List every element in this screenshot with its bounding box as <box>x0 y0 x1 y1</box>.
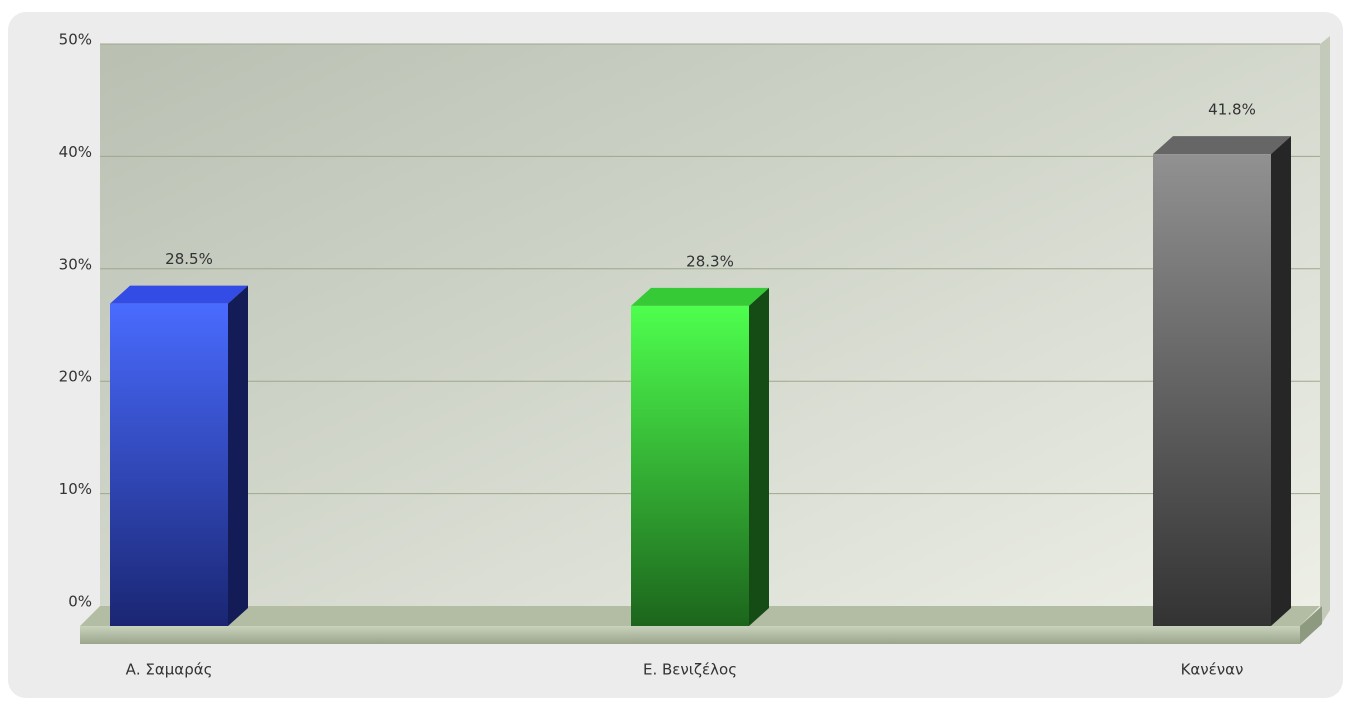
bar-front <box>1153 154 1271 626</box>
bar <box>631 287 769 626</box>
bar-side <box>749 287 769 626</box>
bar-side <box>1271 136 1291 626</box>
value-label: 28.5% <box>165 250 213 268</box>
x-tick-label: Ε. Βενιζέλος <box>643 661 737 679</box>
y-tick-label: 40% <box>59 143 92 161</box>
bar <box>1153 136 1291 626</box>
y-tick-label: 10% <box>59 480 92 498</box>
bar-top <box>631 287 769 306</box>
value-label: 41.8% <box>1208 101 1256 119</box>
bar-side <box>228 285 248 626</box>
y-tick-label: 30% <box>59 255 92 273</box>
plot-wall-side <box>1320 36 1330 626</box>
bar <box>110 285 248 626</box>
floor-front <box>80 626 1300 644</box>
bar-front <box>631 305 749 626</box>
y-tick-label: 20% <box>59 368 92 386</box>
x-tick-label: Κανέναν <box>1181 661 1244 679</box>
value-label: 28.3% <box>686 252 734 270</box>
bar-top <box>1153 136 1291 155</box>
x-tick-label: Α. Σαμαράς <box>126 661 213 679</box>
bar-front <box>110 303 228 626</box>
y-tick-label: 50% <box>59 31 92 49</box>
floor-side <box>1300 606 1322 644</box>
bar-top <box>110 285 248 304</box>
y-tick-label: 0% <box>68 593 92 611</box>
